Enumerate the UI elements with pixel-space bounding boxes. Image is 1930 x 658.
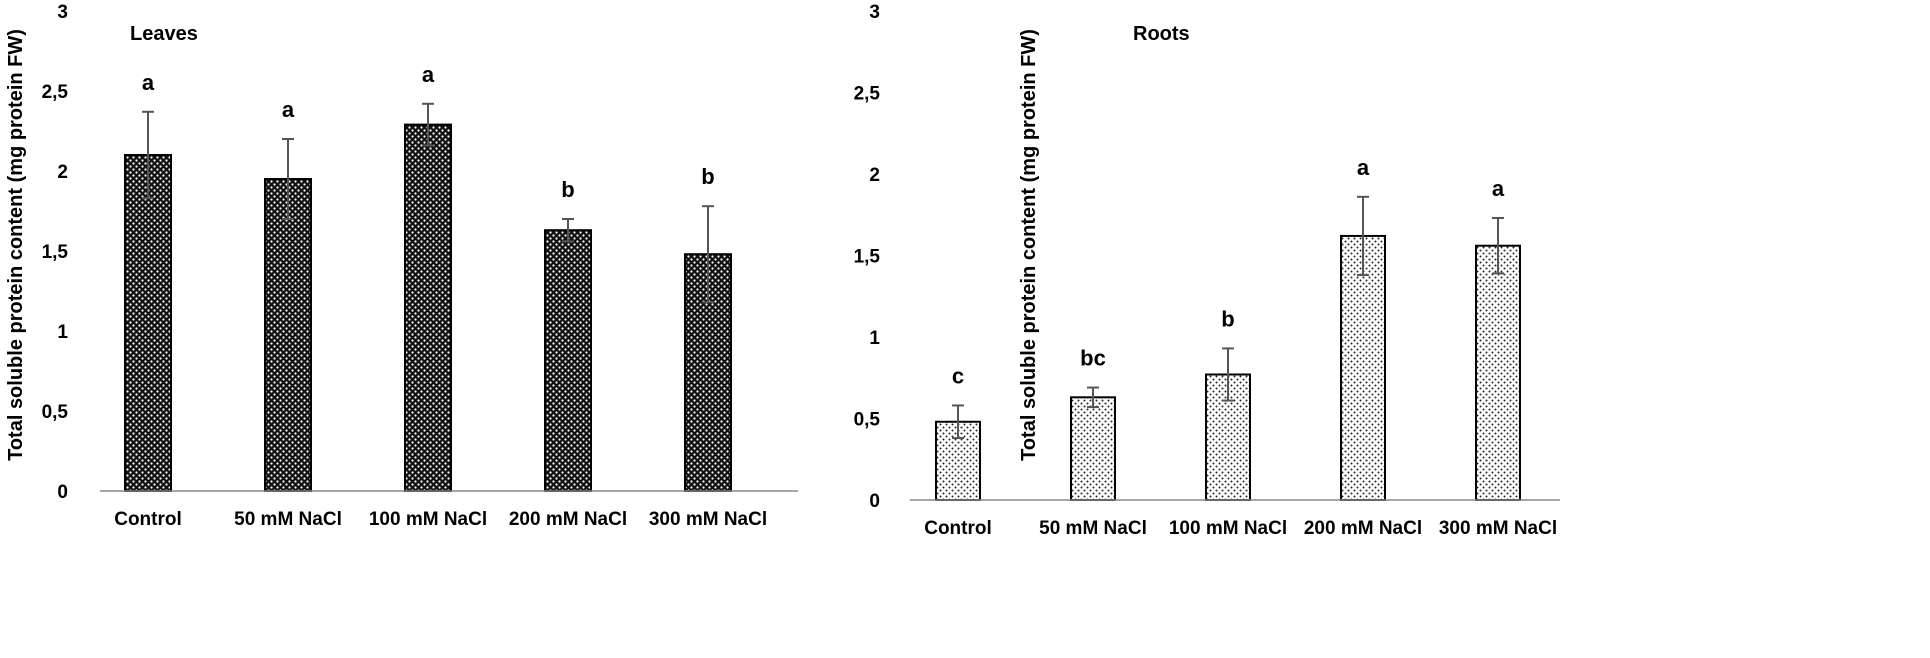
roots-significance-letter: bc	[1080, 346, 1106, 371]
leaves-error-bar	[282, 138, 294, 220]
roots-error-bar	[1357, 195, 1369, 277]
roots-x-categories: Control 50 mM NaCl 100 mM NaCl 200 mM NaCl 3…	[924, 518, 1557, 539]
leaves-y-tick-label: 2	[57, 162, 68, 183]
roots-error-bar	[952, 404, 964, 440]
roots-x-category-label: 100 mM NaCl	[1169, 518, 1287, 539]
roots-y-tick-label: 0	[869, 491, 880, 512]
roots-title: Roots	[1133, 23, 1190, 45]
leaves-error-bar	[422, 102, 434, 147]
roots-bar	[1070, 396, 1116, 501]
leaves-significance-letter: a	[422, 62, 435, 87]
leaves-title: Leaves	[130, 23, 198, 45]
leaves-bar	[404, 123, 452, 492]
leaves-x-category-label: 100 mM NaCl	[369, 509, 487, 530]
leaves-error-bar	[142, 110, 154, 200]
roots-y-tick-label: 0,5	[854, 410, 881, 431]
roots-panel: Roots Total soluble protein content (mg …	[854, 2, 1560, 539]
roots-significance-letter: a	[1492, 176, 1505, 201]
leaves-y-axis-label: Total soluble protein content (mg protei…	[5, 29, 27, 461]
leaves-error-bar	[702, 205, 714, 304]
leaves-x-categories: Control 50 mM NaCl 100 mM NaCl 200 mM NaCl 3…	[114, 509, 767, 530]
leaves-y-tick-label: 1,5	[42, 242, 69, 263]
leaves-error-bar	[562, 218, 574, 243]
roots-y-tick-label: 1	[869, 328, 880, 349]
roots-error-bar	[1222, 347, 1234, 402]
leaves-significance-letter: a	[142, 70, 155, 95]
leaves-y-tick-label: 2,5	[42, 82, 69, 103]
leaves-y-tick-label: 0,5	[42, 402, 69, 423]
roots-y-ticks: 0 0,5 1 1,5 2 2,5 3	[854, 2, 881, 512]
leaves-significance-letter: b	[561, 177, 574, 202]
leaves-y-tick-label: 3	[57, 2, 68, 23]
roots-x-category-label: Control	[924, 518, 992, 539]
roots-x-category-label: 50 mM NaCl	[1039, 518, 1147, 539]
roots-bar	[1475, 244, 1521, 501]
leaves-panel: Leaves Total soluble protein content (mg…	[5, 2, 798, 530]
leaves-bar	[124, 154, 172, 492]
roots-x-category-label: 200 mM NaCl	[1304, 518, 1422, 539]
leaves-bars: a a a b b	[124, 62, 732, 492]
roots-error-bar	[1087, 386, 1099, 409]
roots-x-category-label: 300 mM NaCl	[1439, 518, 1557, 539]
roots-y-tick-label: 2,5	[854, 84, 881, 105]
leaves-significance-letter: a	[282, 97, 295, 122]
roots-significance-letter: b	[1221, 306, 1234, 331]
roots-y-axis-label: Total soluble protein content (mg protei…	[1018, 29, 1040, 461]
roots-bar	[1340, 234, 1386, 501]
roots-significance-letter: a	[1357, 155, 1370, 180]
leaves-bar	[544, 229, 592, 492]
roots-y-tick-label: 2	[869, 165, 880, 186]
roots-y-tick-label: 3	[869, 2, 880, 23]
roots-error-bar	[1492, 217, 1504, 275]
leaves-significance-letter: b	[701, 164, 714, 189]
leaves-x-category-label: 300 mM NaCl	[649, 509, 767, 530]
roots-y-tick-label: 1,5	[854, 247, 881, 268]
leaves-bar	[264, 178, 312, 492]
leaves-x-category-label: 50 mM NaCl	[234, 509, 342, 530]
leaves-y-tick-label: 1	[57, 322, 68, 343]
leaves-y-tick-label: 0	[57, 482, 68, 503]
leaves-x-category-label: Control	[114, 509, 182, 530]
leaves-x-category-label: 200 mM NaCl	[509, 509, 627, 530]
roots-significance-letter: c	[952, 363, 964, 388]
roots-bars: c bc b a a	[935, 155, 1521, 502]
leaves-y-ticks: 0 0,5 1 1,5 2 2,5 3	[42, 2, 69, 503]
